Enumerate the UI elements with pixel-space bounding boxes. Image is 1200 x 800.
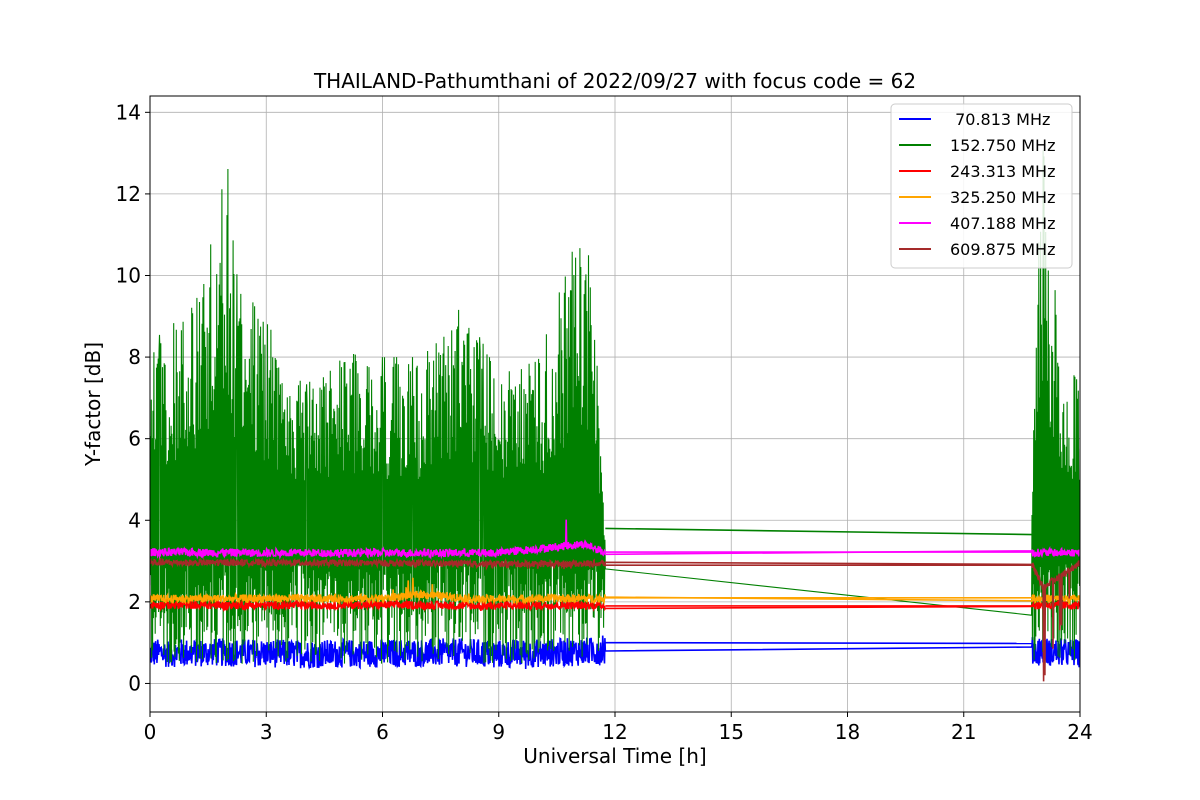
x-tick-label: 18 bbox=[835, 720, 860, 744]
y-tick-label: 8 bbox=[128, 345, 141, 369]
x-tick-label: 21 bbox=[951, 720, 976, 744]
y-tick-label: 0 bbox=[128, 671, 141, 695]
legend-box bbox=[890, 103, 1073, 269]
legend-label: 152.750 MHz bbox=[950, 136, 1055, 155]
series-gap-line bbox=[605, 527, 1032, 536]
series-line bbox=[150, 577, 1080, 606]
series-gap-line bbox=[605, 641, 1032, 645]
y-tick-label: 14 bbox=[116, 100, 141, 124]
x-tick-label: 24 bbox=[1067, 720, 1092, 744]
y-tick-label: 10 bbox=[116, 263, 141, 287]
series-line bbox=[150, 150, 1080, 664]
legend-label: 70.813 MHz bbox=[950, 110, 1050, 129]
legend-label: 243.313 MHz bbox=[950, 162, 1055, 181]
x-axis-label: Universal Time [h] bbox=[523, 744, 706, 768]
x-tick-label: 0 bbox=[144, 720, 157, 744]
series-325-250 bbox=[150, 577, 1080, 606]
y-tick-label: 6 bbox=[128, 427, 141, 451]
x-tick-label: 6 bbox=[376, 720, 389, 744]
chart-title: THAILAND-Pathumthani of 2022/09/27 with … bbox=[313, 69, 916, 93]
y-tick-label: 12 bbox=[116, 182, 141, 206]
series-152-750 bbox=[150, 150, 1080, 664]
legend-label: 609.875 MHz bbox=[950, 240, 1055, 259]
y-tick-label: 4 bbox=[128, 508, 141, 532]
x-tick-label: 12 bbox=[602, 720, 627, 744]
legend: 70.813 MHz 152.750 MHz 243.313 MHz 325.250 … bbox=[890, 103, 1073, 269]
y-axis-label: Y-factor [dB] bbox=[81, 342, 105, 467]
series-609-875 bbox=[150, 556, 1080, 682]
series-243-313 bbox=[150, 597, 1080, 613]
y-tick-label: 2 bbox=[128, 590, 141, 614]
legend-label: 325.250 MHz bbox=[950, 188, 1055, 207]
series-407-188 bbox=[150, 519, 1080, 560]
x-tick-label: 15 bbox=[719, 720, 744, 744]
series-line bbox=[150, 597, 1080, 613]
x-tick-label: 9 bbox=[492, 720, 505, 744]
x-tick-label: 3 bbox=[260, 720, 273, 744]
series-line bbox=[150, 556, 1080, 682]
legend-label: 407.188 MHz bbox=[950, 214, 1055, 233]
series-layer bbox=[150, 150, 1080, 682]
series-line bbox=[150, 519, 1080, 560]
